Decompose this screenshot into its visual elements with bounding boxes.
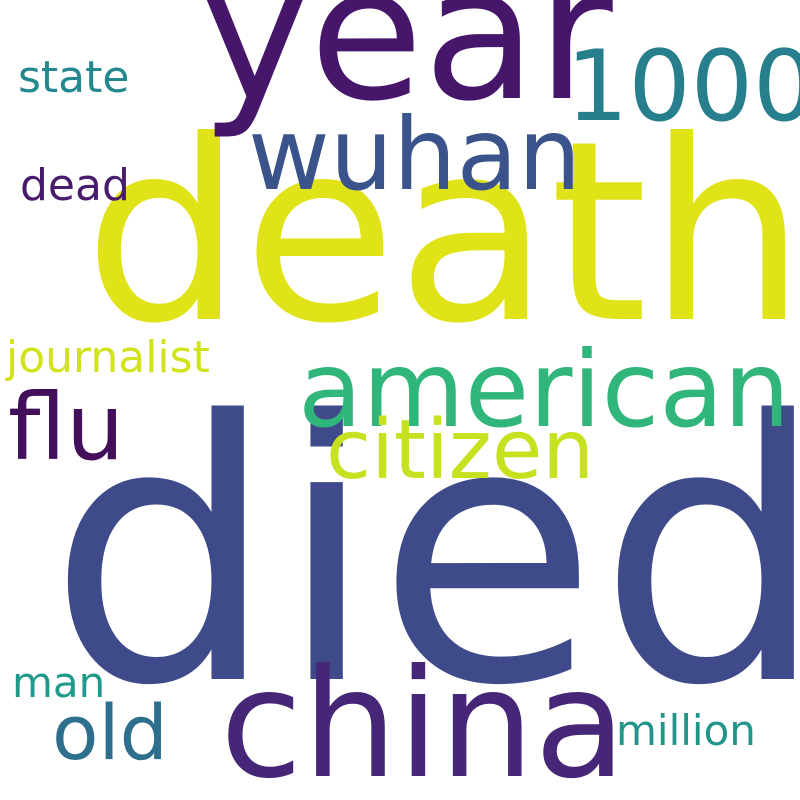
word-state: state — [18, 52, 130, 103]
word-citizen: citizen — [326, 403, 595, 498]
word-journalist: journalist — [6, 332, 210, 383]
word-wuhan: wuhan — [248, 96, 582, 213]
word-old: old — [52, 688, 168, 777]
word-died: died — [48, 345, 800, 764]
word-man: man — [12, 658, 106, 707]
word-death: death — [84, 87, 800, 378]
word-year: year — [200, 0, 613, 142]
word-american: american — [298, 329, 791, 451]
word-1000: 1000 — [566, 30, 800, 144]
word-million: million — [616, 706, 756, 755]
word-dead: dead — [20, 160, 130, 211]
word-flu: flu — [8, 374, 125, 481]
word-china: china — [220, 638, 627, 800]
